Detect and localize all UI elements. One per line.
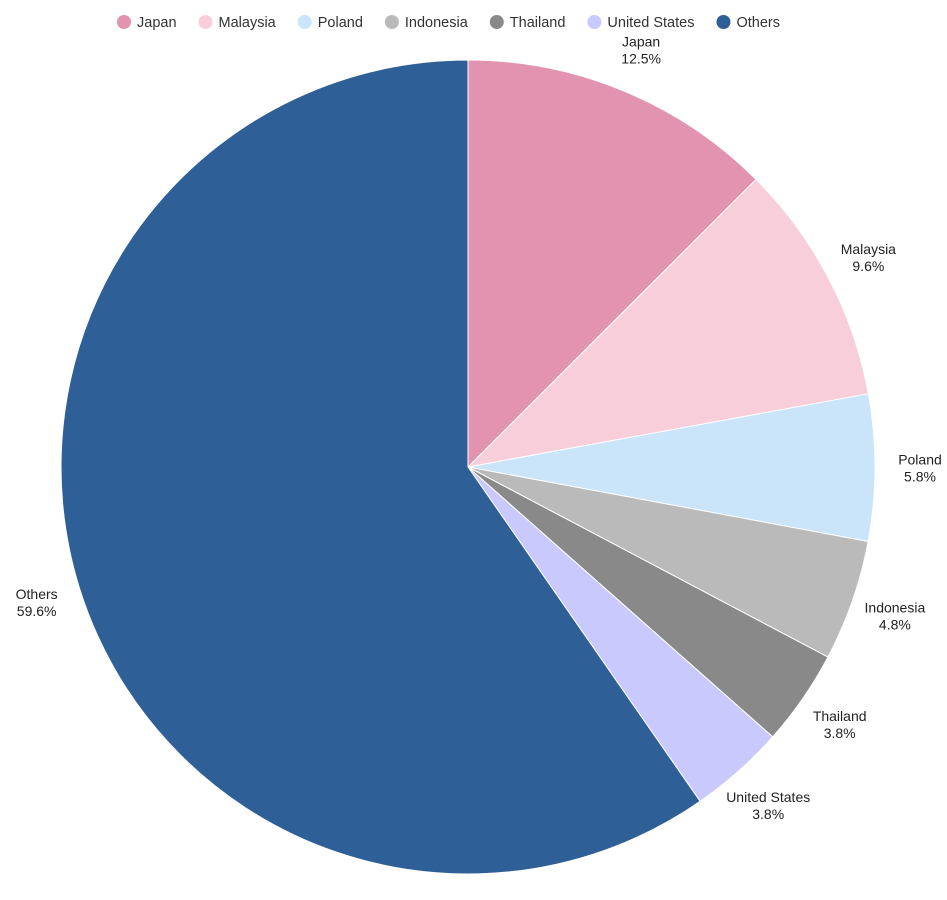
legend-item-others[interactable]: Others bbox=[716, 15, 780, 31]
legend-label-thailand: Thailand bbox=[510, 15, 566, 31]
legend-marker-united-states bbox=[587, 15, 602, 29]
legend-marker-malaysia bbox=[198, 15, 213, 29]
slice-value-malaysia: 9.6% bbox=[852, 258, 884, 274]
pie-slice-malaysia[interactable] bbox=[466, 178, 869, 468]
legend-label-others: Others bbox=[736, 15, 780, 31]
slice-value-poland: 5.8% bbox=[904, 469, 936, 485]
pie-slice-japan[interactable] bbox=[467, 59, 757, 469]
slice-label-japan: Japan bbox=[622, 33, 660, 49]
slice-label-malaysia: Malaysia bbox=[841, 241, 896, 257]
legend-item-indonesia[interactable]: Indonesia bbox=[384, 15, 469, 31]
slice-value-thailand: 3.8% bbox=[824, 725, 856, 741]
slice-label-indonesia: Indonesia bbox=[865, 600, 926, 616]
pie-slice-poland[interactable] bbox=[467, 393, 876, 543]
slice-label-others: Others bbox=[16, 586, 58, 602]
legend-marker-others bbox=[716, 15, 731, 29]
pie-slices bbox=[60, 59, 876, 875]
slice-value-others: 59.6% bbox=[17, 603, 57, 619]
legend-marker-thailand bbox=[489, 15, 504, 29]
legend-marker-japan bbox=[117, 15, 131, 29]
legend-item-malaysia[interactable]: Malaysia bbox=[198, 15, 277, 31]
slice-label-united-states: United States bbox=[726, 789, 810, 805]
legend-item-united-states[interactable]: United States bbox=[587, 15, 694, 31]
legend-item-poland[interactable]: Poland bbox=[297, 15, 363, 31]
pie-slice-others[interactable] bbox=[60, 59, 701, 875]
slice-value-japan: 12.5% bbox=[621, 50, 661, 66]
slice-value-united-states: 3.8% bbox=[752, 806, 784, 822]
legend-item-thailand[interactable]: Thailand bbox=[489, 15, 566, 31]
legend-label-indonesia: Indonesia bbox=[405, 15, 469, 31]
slice-label-poland: Poland bbox=[898, 452, 942, 468]
legend-label-united-states: United States bbox=[607, 15, 694, 31]
legend: Japan Malaysia Poland Indonesia Thailand Unit… bbox=[117, 15, 780, 31]
legend-marker-poland bbox=[297, 15, 312, 29]
legend-label-japan: Japan bbox=[137, 15, 177, 31]
legend-label-poland: Poland bbox=[318, 15, 363, 31]
legend-marker-indonesia bbox=[384, 15, 399, 29]
slice-label-thailand: Thailand bbox=[813, 708, 867, 724]
legend-item-japan[interactable]: Japan bbox=[117, 15, 177, 31]
slice-value-indonesia: 4.8% bbox=[879, 617, 911, 633]
legend-label-malaysia: Malaysia bbox=[219, 15, 277, 31]
